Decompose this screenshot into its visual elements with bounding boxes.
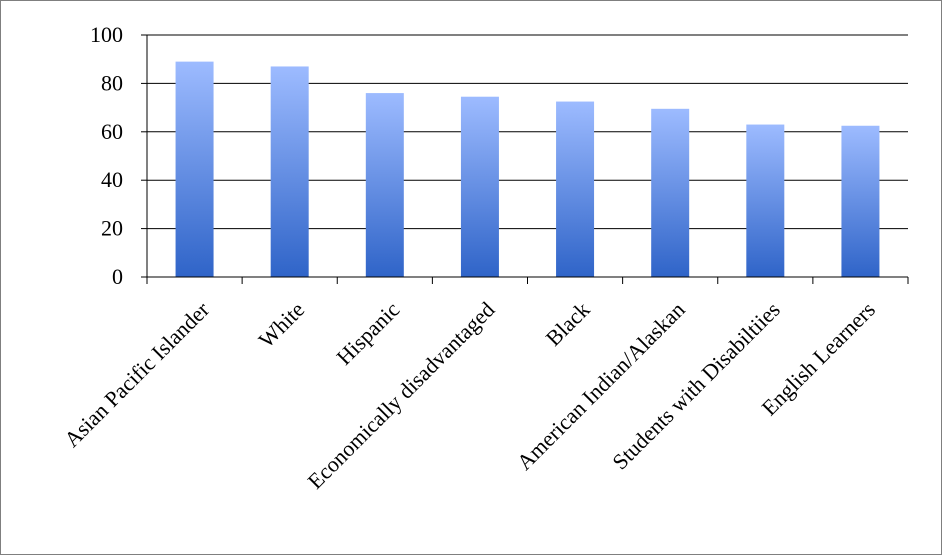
x-category-label: Black [541,297,595,351]
y-tick-label: 100 [90,22,123,47]
bars [175,61,880,278]
y-tick-label: 40 [101,167,123,192]
gridlines [141,34,908,278]
y-tick-label: 0 [112,264,123,289]
x-category-labels: Asian Pacific Islander White HispanicEcono… [59,296,880,493]
y-tick-label: 80 [101,70,123,95]
y-tick-label: 20 [101,216,123,241]
x-category-label: Students with Disabiltiies [607,297,785,475]
x-category-label: White [254,297,310,353]
bar [651,108,690,277]
bar [556,101,595,277]
x-category-label: Hispanic [331,297,404,370]
bar [270,66,309,278]
y-tick-labels: 0 20 40 60 80 100 [90,22,123,289]
bar [460,96,499,278]
bar [841,125,880,277]
x-category-label: Economically disadvantaged [303,297,500,494]
y-tick-label: 60 [101,119,123,144]
bar [365,93,404,277]
x-category-label: Asian Pacific Islander [59,296,215,452]
axes [146,35,909,284]
bar [175,61,214,278]
bar [746,124,785,277]
x-category-label: American Indian/Alaskan [512,297,690,475]
